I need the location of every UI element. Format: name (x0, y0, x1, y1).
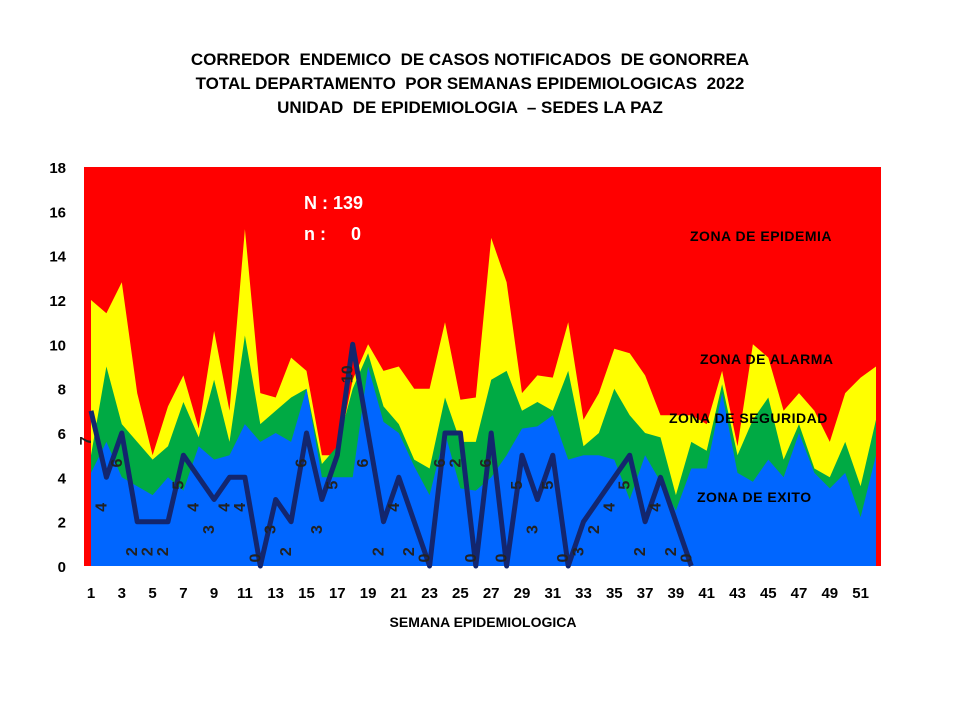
x-tick-label: 49 (821, 585, 838, 602)
x-tick-label: 29 (514, 585, 531, 602)
data-label: 4 (601, 503, 618, 512)
x-tick-label: 43 (729, 585, 746, 602)
data-label: 0 (247, 553, 264, 562)
y-tick-label: 2 (58, 515, 66, 532)
data-label: 3 (263, 525, 280, 534)
y-tick-label: 6 (58, 426, 66, 443)
n-total-annotation: N : 139 (304, 193, 363, 213)
data-label: 5 (617, 481, 634, 490)
cases-line (88, 341, 694, 569)
data-label: 4 (386, 503, 403, 512)
x-tick-label: 45 (760, 585, 777, 602)
plot-area: 7462225434403263510624206206053503245242… (78, 167, 881, 569)
zone-label-seguridad: ZONA DE SEGURIDAD (669, 410, 828, 426)
data-label: 10 (340, 365, 357, 383)
data-label: 6 (432, 458, 449, 467)
x-tick-label: 27 (483, 585, 500, 602)
data-label: 0 (417, 553, 434, 562)
y-tick-label: 10 (49, 337, 66, 354)
data-label: 2 (155, 547, 172, 556)
x-axis-label: SEMANA EPIDEMIOLOGICA (390, 614, 577, 630)
x-tick-label: 19 (360, 585, 377, 602)
x-tick-label: 25 (452, 585, 469, 602)
data-label: 0 (463, 553, 480, 562)
y-axis-ticks: 0 2 4 6 8 10 12 14 16 18 (49, 160, 66, 576)
x-tick-label: 23 (421, 585, 438, 602)
y-tick-label: 8 (58, 382, 66, 399)
data-label: 6 (109, 458, 126, 467)
data-label: 4 (648, 503, 665, 512)
n-current-annotation: n : 0 (304, 224, 361, 244)
data-label: 4 (186, 503, 203, 512)
y-tick-label: 18 (49, 160, 66, 177)
x-tick-label: 9 (210, 585, 218, 602)
data-label: 5 (324, 481, 341, 490)
data-label: 2 (140, 547, 157, 556)
data-label: 2 (632, 547, 649, 556)
data-label: 2 (663, 547, 680, 556)
data-label: 2 (447, 458, 464, 467)
data-label: 3 (571, 547, 588, 556)
x-tick-label: 37 (637, 585, 654, 602)
y-tick-label: 4 (58, 470, 67, 487)
zone-label-alarma: ZONA DE ALARMA (700, 351, 834, 367)
zone-label-exito: ZONA DE EXITO (697, 489, 812, 505)
data-label: 6 (478, 458, 495, 467)
data-label: 6 (355, 458, 372, 467)
x-tick-label: 11 (237, 585, 253, 602)
data-label: 2 (278, 547, 295, 556)
x-tick-label: 17 (329, 585, 346, 602)
data-label: 3 (309, 525, 326, 534)
data-label: 4 (93, 503, 110, 512)
x-tick-label: 1 (87, 585, 95, 602)
x-tick-label: 33 (575, 585, 592, 602)
data-label: 0 (555, 553, 572, 562)
data-label: 0 (494, 553, 511, 562)
data-label: 2 (401, 547, 418, 556)
title-line-1: CORREDOR ENDEMICO DE CASOS NOTIFICADOS D… (190, 50, 750, 69)
x-tick-label: 5 (148, 585, 156, 602)
y-tick-label: 12 (49, 293, 66, 310)
chart-title: CORREDOR ENDEMICO DE CASOS NOTIFICADOS D… (0, 48, 940, 120)
data-label: 2 (586, 525, 603, 534)
data-label: 5 (540, 481, 557, 490)
x-axis-ticks: 1 3 5 7 9 11 13 15 17 19 21 23 25 27 29 31 33 35 37 39 41 43 4… (87, 585, 869, 602)
x-tick-label: 13 (267, 585, 284, 602)
x-tick-label: 35 (606, 585, 623, 602)
data-label: 3 (201, 525, 218, 534)
x-tick-label: 3 (118, 585, 126, 602)
y-tick-label: 16 (49, 204, 66, 221)
x-tick-label: 31 (544, 585, 561, 602)
title-line-3: UNIDAD DE EPIDEMIOLOGIA – SEDES LA PAZ (277, 98, 663, 117)
title-line-2: TOTAL DEPARTAMENTO POR SEMANAS EPIDEMIOL… (195, 74, 745, 93)
data-label: 0 (678, 553, 695, 562)
data-label: 6 (294, 458, 311, 467)
y-tick-label: 14 (49, 249, 66, 266)
x-tick-label: 39 (668, 585, 685, 602)
data-label: 5 (509, 481, 526, 490)
data-label: 4 (232, 503, 249, 512)
x-tick-label: 51 (852, 585, 869, 602)
data-label: 7 (78, 436, 95, 445)
data-label: 3 (524, 525, 541, 534)
data-label: 4 (217, 503, 234, 512)
x-tick-label: 41 (698, 585, 715, 602)
y-tick-label: 0 (58, 559, 66, 576)
data-label: 2 (371, 547, 388, 556)
x-tick-label: 7 (179, 585, 187, 602)
x-tick-label: 47 (791, 585, 808, 602)
x-tick-label: 21 (390, 585, 407, 602)
data-label: 2 (124, 547, 141, 556)
zone-label-epidemia: ZONA DE EPIDEMIA (690, 228, 832, 244)
data-label: 5 (170, 481, 187, 490)
x-tick-label: 15 (298, 585, 315, 602)
